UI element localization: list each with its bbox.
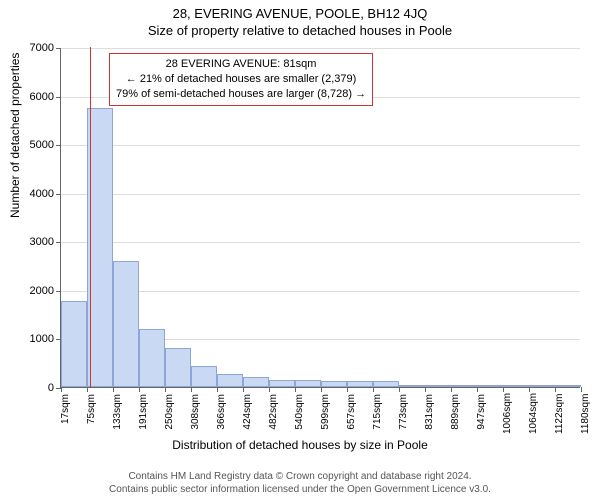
footer-attribution: Contains HM Land Registry data © Crown c… [0,470,600,496]
ytick-mark [56,97,61,98]
histogram-bar [295,380,321,387]
xtick-mark [347,387,348,392]
gridline [61,194,580,195]
xtick-mark [529,387,530,392]
xtick-label: 250sqm [164,394,175,434]
xtick-mark [321,387,322,392]
xtick-mark [139,387,140,392]
xtick-mark [295,387,296,392]
gridline [61,145,580,146]
property-marker-line [90,47,91,387]
x-axis-label: Distribution of detached houses by size … [0,438,600,452]
ytick-label: 7000 [14,42,54,54]
annotation-line: 28 EVERING AVENUE: 81sqm [116,57,366,72]
histogram-bar [269,380,295,387]
xtick-label: 1064sqm [528,394,539,434]
xtick-label: 715sqm [372,394,383,434]
chart-container: 28, EVERING AVENUE, POOLE, BH12 4JQ Size… [0,0,600,500]
histogram-bar [503,385,529,387]
histogram-bar [477,385,503,387]
ytick-mark [56,291,61,292]
xtick-mark [477,387,478,392]
plot-area: 28 EVERING AVENUE: 81sqm← 21% of detache… [60,48,580,388]
chart-subtitle: Size of property relative to detached ho… [0,21,600,38]
xtick-label: 366sqm [216,394,227,434]
histogram-bar [347,381,373,387]
xtick-label: 773sqm [398,394,409,434]
histogram-bar [139,329,165,387]
xtick-mark [555,387,556,392]
xtick-label: 889sqm [450,394,461,434]
histogram-bar [425,385,451,387]
gridline [61,48,580,49]
histogram-bar [165,348,191,387]
ytick-label: 6000 [14,91,54,103]
xtick-label: 482sqm [268,394,279,434]
xtick-mark [581,387,582,392]
xtick-mark [113,387,114,392]
xtick-label: 947sqm [476,394,487,434]
xtick-mark [61,387,62,392]
ytick-mark [56,194,61,195]
xtick-mark [87,387,88,392]
xtick-label: 424sqm [242,394,253,434]
ytick-label: 3000 [14,236,54,248]
histogram-bar [555,385,581,387]
xtick-mark [399,387,400,392]
histogram-bar [399,385,425,387]
xtick-mark [217,387,218,392]
xtick-mark [425,387,426,392]
histogram-bar [113,261,139,387]
histogram-bar [373,381,399,387]
ytick-label: 4000 [14,188,54,200]
xtick-label: 1006sqm [502,394,513,434]
xtick-mark [165,387,166,392]
chart-title: 28, EVERING AVENUE, POOLE, BH12 4JQ [0,0,600,21]
footer-line-1: Contains HM Land Registry data © Crown c… [0,470,600,483]
xtick-label: 1122sqm [554,394,565,434]
ytick-label: 1000 [14,333,54,345]
xtick-label: 308sqm [190,394,201,434]
ytick-label: 5000 [14,139,54,151]
ytick-mark [56,242,61,243]
histogram-bar [243,377,269,387]
xtick-mark [191,387,192,392]
histogram-bar [321,381,347,387]
histogram-bar [61,301,87,387]
gridline [61,242,580,243]
histogram-bar [451,385,477,387]
xtick-label: 17sqm [60,394,71,434]
annotation-line: 79% of semi-detached houses are larger (… [116,87,366,102]
ytick-label: 2000 [14,285,54,297]
histogram-bar [529,385,555,387]
xtick-label: 191sqm [138,394,149,434]
xtick-label: 75sqm [86,394,97,434]
histogram-bar [217,374,243,387]
xtick-mark [243,387,244,392]
ytick-mark [56,145,61,146]
xtick-label: 599sqm [320,394,331,434]
xtick-label: 831sqm [424,394,435,434]
xtick-label: 133sqm [112,394,123,434]
xtick-label: 657sqm [346,394,357,434]
annotation-callout: 28 EVERING AVENUE: 81sqm← 21% of detache… [109,53,373,106]
xtick-mark [269,387,270,392]
ytick-mark [56,48,61,49]
annotation-line: ← 21% of detached houses are smaller (2,… [116,72,366,87]
xtick-mark [503,387,504,392]
histogram-bar [191,366,217,387]
xtick-mark [451,387,452,392]
xtick-mark [373,387,374,392]
ytick-label: 0 [14,382,54,394]
footer-line-2: Contains public sector information licen… [0,483,600,496]
xtick-label: 1180sqm [580,394,591,434]
xtick-label: 540sqm [294,394,305,434]
